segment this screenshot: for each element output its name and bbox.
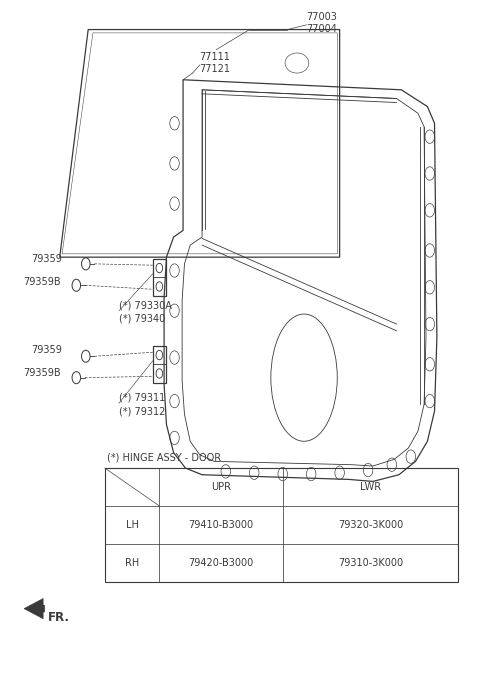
Bar	[153, 346, 166, 383]
Text: 77111
77121: 77111 77121	[200, 52, 231, 74]
Text: 79359B: 79359B	[23, 277, 60, 287]
Text: (*) HINGE ASSY - DOOR: (*) HINGE ASSY - DOOR	[107, 453, 221, 463]
Text: (*) 79340: (*) 79340	[119, 314, 165, 324]
Text: (*) 79330A: (*) 79330A	[119, 300, 172, 310]
Text: LWR: LWR	[360, 482, 381, 492]
Text: (*) 79312: (*) 79312	[119, 406, 166, 416]
Text: 79420-B3000: 79420-B3000	[188, 558, 253, 568]
Text: 79310-3K000: 79310-3K000	[338, 558, 403, 568]
Text: 79359: 79359	[31, 345, 62, 355]
Text: 77003
77004: 77003 77004	[306, 12, 337, 34]
Text: 79359: 79359	[31, 254, 62, 264]
Text: 79359B: 79359B	[23, 368, 60, 378]
Text: 79320-3K000: 79320-3K000	[338, 520, 403, 530]
Polygon shape	[24, 599, 45, 619]
Bar	[153, 259, 166, 296]
Text: 79410-B3000: 79410-B3000	[189, 520, 253, 530]
Bar	[105, 468, 458, 582]
Text: (*) 79311: (*) 79311	[119, 393, 165, 403]
Text: RH: RH	[125, 558, 139, 568]
Text: FR.: FR.	[48, 611, 70, 624]
Text: LH: LH	[126, 520, 139, 530]
Text: UPR: UPR	[211, 482, 231, 492]
